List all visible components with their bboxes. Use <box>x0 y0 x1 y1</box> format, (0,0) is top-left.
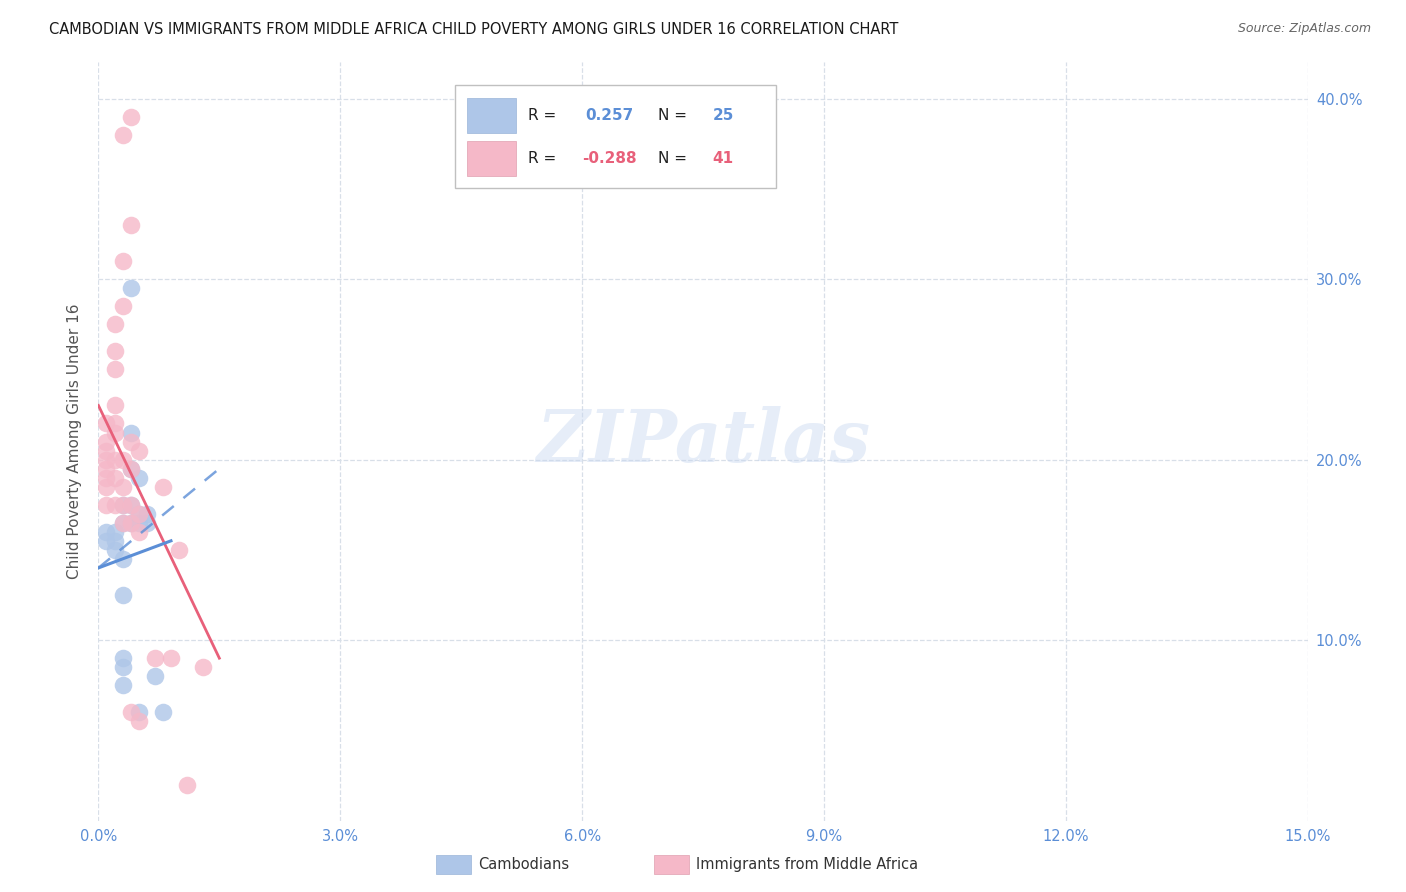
Point <box>103 399 125 413</box>
Point <box>128 714 150 729</box>
Point <box>120 706 142 720</box>
Text: 0.257: 0.257 <box>586 108 634 123</box>
Point <box>111 651 134 665</box>
Point <box>103 524 125 539</box>
Point <box>111 498 134 512</box>
FancyBboxPatch shape <box>456 85 776 187</box>
Point <box>128 443 150 458</box>
Text: Cambodians: Cambodians <box>478 857 569 871</box>
Point <box>143 669 166 683</box>
Point <box>96 434 118 449</box>
Text: R =: R = <box>527 108 561 123</box>
Point <box>96 480 118 494</box>
Text: N =: N = <box>658 152 692 166</box>
Text: 25: 25 <box>713 108 734 123</box>
Point <box>111 299 134 313</box>
Point <box>96 498 118 512</box>
Point <box>103 317 125 331</box>
FancyBboxPatch shape <box>467 141 516 177</box>
Text: -0.288: -0.288 <box>582 152 637 166</box>
Point <box>96 470 118 484</box>
Point <box>135 516 157 530</box>
Point <box>193 660 215 674</box>
Point <box>96 443 118 458</box>
FancyBboxPatch shape <box>467 98 516 133</box>
Point <box>103 417 125 431</box>
Point <box>167 542 190 557</box>
Point <box>128 524 150 539</box>
Point <box>120 425 142 440</box>
Point <box>128 507 150 521</box>
Point <box>111 254 134 268</box>
Y-axis label: Child Poverty Among Girls Under 16: Child Poverty Among Girls Under 16 <box>66 304 82 579</box>
Point <box>120 281 142 295</box>
Point <box>103 470 125 484</box>
Point <box>120 516 142 530</box>
Point <box>96 461 118 475</box>
Text: R =: R = <box>527 152 561 166</box>
Point <box>135 507 157 521</box>
Point <box>111 678 134 692</box>
Point <box>111 516 134 530</box>
Text: Source: ZipAtlas.com: Source: ZipAtlas.com <box>1237 22 1371 36</box>
Point <box>111 128 134 142</box>
Text: N =: N = <box>658 108 692 123</box>
Point <box>128 507 150 521</box>
Point <box>160 651 183 665</box>
Point <box>103 498 125 512</box>
Point <box>103 362 125 376</box>
Point <box>143 651 166 665</box>
Point <box>111 452 134 467</box>
Point <box>152 480 174 494</box>
Point <box>103 344 125 359</box>
Point <box>176 778 198 792</box>
Point <box>96 533 118 548</box>
Point <box>111 660 134 674</box>
Point <box>111 498 134 512</box>
Point <box>96 417 118 431</box>
Point <box>128 706 150 720</box>
Point <box>120 461 142 475</box>
Point <box>120 110 142 124</box>
Point <box>103 542 125 557</box>
Point <box>111 480 134 494</box>
Point <box>120 434 142 449</box>
Point <box>128 516 150 530</box>
Point <box>111 588 134 602</box>
Point <box>111 552 134 566</box>
Point <box>103 452 125 467</box>
Text: Immigrants from Middle Africa: Immigrants from Middle Africa <box>696 857 918 871</box>
Point <box>128 470 150 484</box>
Point <box>111 516 134 530</box>
Text: 41: 41 <box>713 152 734 166</box>
Point <box>120 218 142 232</box>
Point <box>120 461 142 475</box>
Point <box>152 706 174 720</box>
Point <box>103 425 125 440</box>
Text: ZIPatlas: ZIPatlas <box>536 406 870 477</box>
Point <box>96 452 118 467</box>
Text: CAMBODIAN VS IMMIGRANTS FROM MIDDLE AFRICA CHILD POVERTY AMONG GIRLS UNDER 16 CO: CAMBODIAN VS IMMIGRANTS FROM MIDDLE AFRI… <box>49 22 898 37</box>
Point <box>120 498 142 512</box>
Point <box>96 524 118 539</box>
Point <box>103 533 125 548</box>
Point <box>120 516 142 530</box>
Point <box>120 498 142 512</box>
